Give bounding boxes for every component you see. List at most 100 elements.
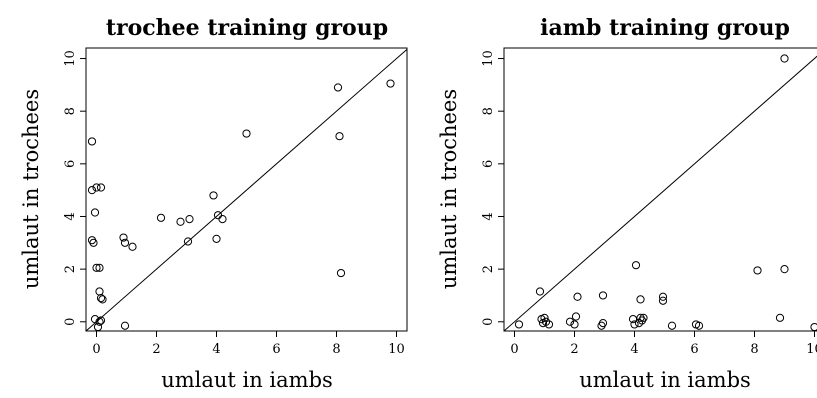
x-tick-label: 6 <box>272 342 280 357</box>
data-point <box>336 268 346 278</box>
data-point <box>333 83 343 92</box>
data-point <box>628 315 638 324</box>
x-tick-label: 2 <box>570 342 578 357</box>
data-points <box>514 54 817 332</box>
y-axis: 0 2 4 6 8 10 <box>481 50 504 326</box>
data-point <box>634 319 644 328</box>
y-tick-label: 6 <box>63 160 78 168</box>
y-tick-label: 0 <box>63 318 78 326</box>
data-point <box>92 183 101 192</box>
data-point <box>212 234 221 243</box>
x-tick-label: 4 <box>630 342 638 357</box>
data-point <box>90 315 100 324</box>
data-point <box>541 317 551 326</box>
data-point <box>573 292 582 301</box>
data-point <box>185 215 194 224</box>
reference-line <box>85 48 408 332</box>
data-point <box>96 316 106 325</box>
data-point <box>544 320 554 329</box>
y-tick-label: 4 <box>63 212 78 220</box>
data-point <box>95 263 104 272</box>
data-point <box>128 242 137 251</box>
data-point <box>598 291 608 300</box>
plot-frame <box>503 47 817 332</box>
y-tick-label: 4 <box>481 212 496 220</box>
data-point <box>658 296 668 305</box>
y-tick-label: 10 <box>63 50 78 67</box>
x-tick-label: 8 <box>332 342 340 357</box>
plot-frame <box>85 47 408 332</box>
data-point <box>780 265 789 274</box>
data-point <box>753 266 762 275</box>
data-point <box>667 321 677 330</box>
data-point <box>658 292 668 301</box>
data-point <box>95 287 104 296</box>
y-tick-label: 2 <box>63 265 78 273</box>
x-axis-label: umlaut in iambs <box>161 368 333 392</box>
data-point <box>565 317 575 326</box>
data-point <box>90 208 100 217</box>
data-point <box>242 129 251 138</box>
x-tick-label: 6 <box>690 342 698 357</box>
x-tick-label: 0 <box>92 342 100 357</box>
y-tick-label: 8 <box>63 107 78 115</box>
x-tick-label: 2 <box>152 342 160 357</box>
x-axis-label: umlaut in iambs <box>579 368 751 392</box>
data-point <box>636 295 645 304</box>
chart-title: iamb training group <box>540 15 790 41</box>
scatter-panel-iamb: iamb training group 0 2 4 6 8 10 0 2 4 6 8 10 umla… <box>437 15 817 392</box>
data-point <box>780 54 789 63</box>
data-point <box>386 79 395 88</box>
data-point <box>570 320 579 329</box>
x-tick-label: 10 <box>388 342 405 357</box>
data-point <box>218 215 227 224</box>
data-point <box>571 312 581 321</box>
data-point <box>209 191 218 200</box>
data-point <box>775 313 785 322</box>
data-point <box>87 137 97 146</box>
data-point <box>176 217 185 226</box>
y-tick-label: 2 <box>481 265 496 273</box>
data-point <box>119 233 128 242</box>
data-point <box>694 321 704 330</box>
y-axis: 0 2 4 6 8 10 <box>63 50 86 326</box>
y-axis-label: umlaut in trochees <box>19 89 43 289</box>
data-point <box>183 237 193 246</box>
x-tick-label: 4 <box>212 342 220 357</box>
data-point <box>156 213 166 222</box>
data-point <box>630 320 639 329</box>
data-point <box>96 293 106 303</box>
scatter-panel-trochee: trochee training group 0 2 4 6 8 10 0 2 4 6 8 10 u… <box>19 15 408 392</box>
data-point <box>514 320 524 329</box>
data-point <box>810 322 817 332</box>
y-tick-label: 6 <box>481 160 496 168</box>
data-point <box>89 238 98 247</box>
y-tick-label: 8 <box>481 107 496 115</box>
reference-line <box>503 55 817 332</box>
x-axis: 0 2 4 6 8 10 <box>510 331 817 357</box>
data-point <box>535 287 545 296</box>
y-tick-label: 0 <box>481 318 496 326</box>
x-tick-label: 10 <box>806 342 817 357</box>
x-axis: 0 2 4 6 8 10 <box>92 331 405 357</box>
data-point <box>335 132 344 141</box>
data-point <box>631 261 641 270</box>
data-point <box>98 295 107 304</box>
data-point <box>96 183 106 192</box>
data-point <box>120 321 130 330</box>
data-point <box>95 317 104 326</box>
data-point <box>597 321 606 330</box>
data-point <box>540 313 549 322</box>
data-point <box>639 313 648 322</box>
data-points <box>87 79 395 332</box>
data-point <box>93 322 103 332</box>
y-tick-label: 10 <box>481 50 496 67</box>
x-tick-label: 8 <box>750 342 758 357</box>
chart-title: trochee training group <box>106 15 388 41</box>
y-axis-label: umlaut in trochees <box>437 89 461 289</box>
data-point <box>120 238 130 247</box>
data-point <box>87 186 97 195</box>
data-point <box>92 263 101 272</box>
x-tick-label: 0 <box>510 342 518 357</box>
